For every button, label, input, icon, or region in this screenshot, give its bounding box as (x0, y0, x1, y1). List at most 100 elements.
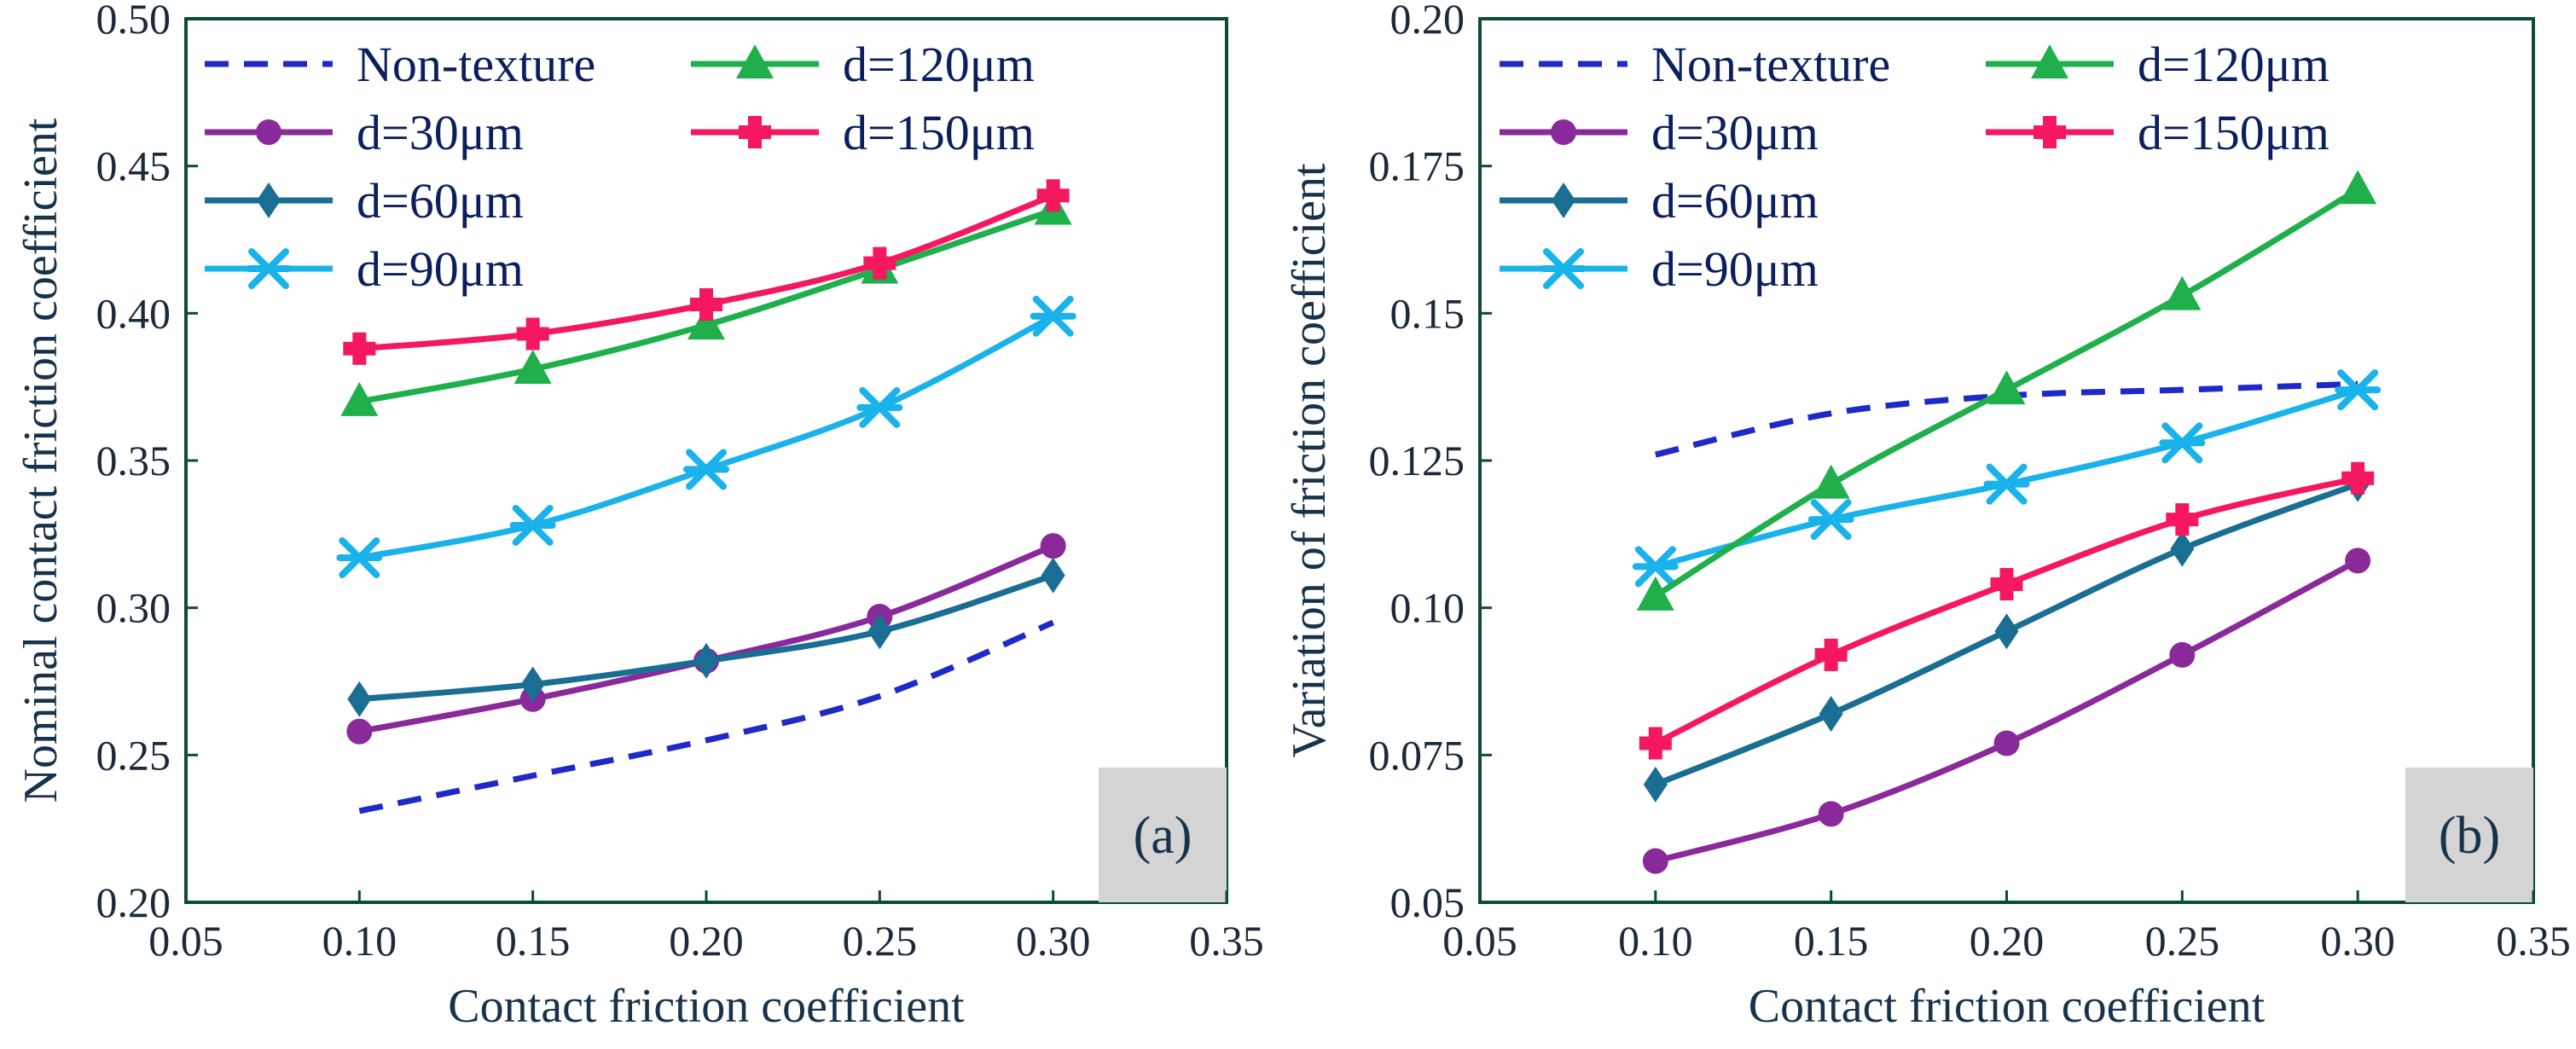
panel-a-legend: Non-texture d=30μm d=60μm d=90μm d=120μm d=15… (205, 37, 1035, 297)
panel-a-series-d30 (346, 533, 1066, 745)
panel-a-legend-item-d30: d=30μm (205, 105, 524, 160)
panel-b-point-d90 (2335, 369, 2382, 411)
panel-b-point-d30 (1993, 730, 2020, 756)
panel-b-y-tick-label: 0.175 (1369, 142, 1465, 190)
panel-b-x-tick-label: 0.05 (1442, 917, 1517, 965)
panel-b-legend-label-d150: d=150μm (2138, 105, 2329, 160)
panel-b-tag: (b) (2439, 807, 2500, 865)
panel-b-legend-marker-d60 (1552, 183, 1575, 218)
panel-a-y-tick-label: 0.20 (96, 878, 171, 926)
panel-a-x-tick-label: 0.20 (669, 917, 744, 965)
panel-b-x-axis-label: Contact friction coefficient (1749, 980, 2266, 1033)
panel-b-series-d150 (1639, 461, 2375, 760)
panel-b-legend-item-d30: d=30μm (1500, 105, 1819, 160)
panel-a-legend-marker-d150 (739, 116, 771, 148)
panel-b-y-tick-label: 0.10 (1390, 584, 1465, 632)
panel-b-legend-item-d60: d=60μm (1500, 173, 1819, 229)
panel-b-legend-item-d90: d=90μm (1500, 241, 1819, 297)
panel-b-point-d90 (2159, 422, 2206, 464)
panel-b-tag-background (2405, 768, 2533, 902)
panel-a-x-tick-label: 0.25 (843, 917, 918, 965)
panel-b-point-d30 (2345, 548, 2371, 574)
panel-b-legend: Non-texture d=30μm d=60μm d=90μm d=120μm d=15… (1500, 37, 2329, 297)
panel-a-legend-item-d60: d=60μm (205, 173, 524, 229)
panel-a-point-d120 (688, 305, 725, 340)
panel-a-legend-item-non_texture: Non-texture (205, 37, 595, 92)
panel-a-legend-item-d120: d=120μm (691, 37, 1035, 92)
panel-a-x-tick-label: 0.35 (1189, 917, 1264, 965)
panel-a-point-d60 (1041, 557, 1065, 594)
panel-b-point-d120 (2163, 275, 2202, 310)
panel-a-y-tick-label: 0.50 (96, 0, 171, 43)
panel-a-x-axis-label: Contact friction coefficient (448, 980, 965, 1033)
panel-b-legend-label-d90: d=90μm (1651, 241, 1819, 297)
panel-a-legend-marker-d30 (256, 119, 281, 145)
panel-a-point-d30 (1040, 533, 1066, 559)
panel-a-point-d60 (694, 642, 718, 679)
panel-a-point-d30 (346, 718, 373, 745)
panel-b-y-axis-label: Variation of friction coefficient (1283, 163, 1336, 758)
panel-a-series-line-non_texture (358, 619, 1055, 814)
panel-b-x-tick-label: 0.35 (2496, 917, 2571, 965)
panel-b-y-tick-label: 0.125 (1369, 437, 1465, 484)
panel-a-point-d90 (336, 536, 383, 578)
panel-a-point-d60 (520, 666, 545, 703)
panel-a-point-d150 (690, 287, 722, 321)
panel-b-legend-marker-d150 (2034, 116, 2066, 148)
panel-b-legend-item-d150: d=150μm (1986, 105, 2329, 160)
panel-a-point-d60 (867, 613, 892, 650)
panel-a-legend-label-d90: d=90μm (357, 241, 524, 297)
panel-a-point-d60 (347, 681, 372, 717)
panel-b-legend-item-non_texture: Non-texture (1500, 37, 1890, 92)
panel-a-point-d90 (683, 449, 729, 490)
panel-b-y-tick-label: 0.20 (1390, 0, 1465, 43)
panel-a-point-d90 (509, 504, 556, 546)
panel-a-legend-label-d60: d=60μm (357, 173, 524, 229)
panel-a-legend-label-d150: d=150μm (843, 105, 1035, 160)
panel-b-point-d60 (1994, 613, 2019, 650)
panel-b-point-d60 (1643, 766, 1668, 803)
panel-a-series-line-d90 (356, 313, 1057, 561)
panel-b-series-d30 (1642, 548, 2371, 874)
panel-a-y-tick-label: 0.35 (96, 437, 171, 484)
panel-a-legend-marker-d90 (246, 248, 292, 289)
panel-b-legend-marker-d90 (1540, 248, 1587, 289)
panel-a-series-d60 (347, 557, 1065, 717)
panel-b-point-d150 (2341, 461, 2375, 495)
panel-a-point-d150 (1036, 179, 1070, 212)
panel-b-point-d30 (1818, 801, 1844, 827)
panel-a-legend-label-d120: d=120μm (843, 37, 1035, 92)
panel-b-series-d90 (1632, 369, 2382, 588)
panel-b-legend-item-d120: d=120μm (1986, 37, 2329, 92)
panel-a-x-tick-label: 0.15 (496, 917, 571, 965)
panel-a-legend-item-d150: d=150μm (691, 105, 1035, 160)
panel-b-point-d120 (1636, 576, 1674, 611)
panel-b-point-d60 (1819, 695, 1843, 732)
panel-b-point-d30 (1642, 848, 1668, 874)
panel-b: Variation of friction coefficient Contac… (1283, 0, 2571, 1033)
panel-a-y-tick-label: 0.45 (96, 142, 171, 190)
panel-a-legend-item-d90: d=90μm (205, 241, 524, 297)
panel-a-point-d90 (1030, 295, 1076, 337)
panel-b-point-d150 (1639, 727, 1672, 760)
panel-b-point-d90 (1632, 546, 1679, 588)
panel-a-y-tick-label: 0.40 (96, 289, 171, 337)
panel-a-series-d120 (340, 190, 1072, 416)
panel-a-frame (184, 17, 1228, 904)
panel-a-legend-label-d30: d=30μm (357, 105, 524, 160)
panel-a-legend-marker-d60 (257, 183, 281, 218)
panel-b-point-d150 (1990, 568, 2023, 601)
panel-b-series-line-d150 (1652, 475, 2361, 747)
panel-a-point-d120 (513, 349, 552, 384)
panel-b-legend-marker-d120 (2031, 44, 2068, 78)
panel-a-y-axis-label: Nominal contact friction coefficient (15, 118, 67, 803)
panel-a-point-d90 (856, 386, 903, 428)
panel-b-point-d150 (2166, 503, 2199, 536)
panel-b-y-tick-label: 0.15 (1390, 289, 1465, 337)
panel-a-series-line-d60 (356, 572, 1057, 703)
panel-b-point-d60 (2170, 530, 2195, 567)
panel-b-legend-label-d30: d=30μm (1651, 105, 1819, 160)
panel-a-y-tick-label: 0.30 (96, 584, 171, 632)
panel-a-tag: (a) (1134, 807, 1192, 865)
